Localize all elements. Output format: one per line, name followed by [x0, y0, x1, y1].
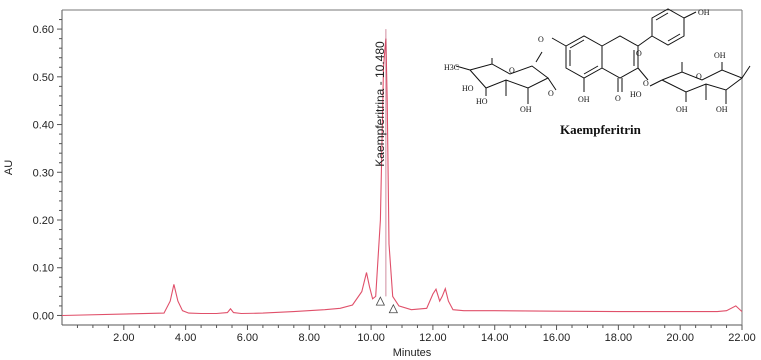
structure-label: OH: [714, 51, 726, 60]
y-tick-label: 0.50: [33, 72, 54, 84]
x-tick-label: 20.00: [666, 332, 694, 344]
integration-marker: [388, 303, 398, 314]
y-tick-label: 0.30: [33, 167, 54, 179]
x-tick-label: 4.00: [175, 332, 196, 344]
structure-label: H3C: [444, 63, 459, 72]
structure-label: O: [636, 49, 642, 58]
peak-label: Kaempferitrina - 10.480: [373, 41, 387, 167]
structure-labels: OH O O O O O O H3C HO HO OH OH O HO OH O…: [444, 8, 728, 137]
y-tick-label: 0.00: [33, 310, 54, 322]
x-ticks: 2.00 4.00 6.00 8.00 10.00 12.00 14.00 16.00 18.0…: [76, 325, 756, 344]
x-tick-label: 14.00: [481, 332, 509, 344]
y-tick-label: 0.60: [33, 24, 54, 36]
structure-label: OH: [676, 105, 688, 114]
structure-label: O: [538, 35, 544, 44]
structure-label: HO: [462, 84, 474, 93]
structure-label: OH: [578, 95, 590, 104]
y-tick-label: 0.10: [33, 263, 54, 275]
series-layer: [61, 38, 743, 317]
x-tick-label: 2.00: [113, 332, 134, 344]
structure-label: OH: [698, 8, 710, 17]
structure-label: O: [548, 89, 554, 98]
x-tick-label: 18.00: [605, 332, 633, 344]
series-line: [61, 38, 743, 317]
integration-marks: [375, 29, 398, 314]
y-axis-title: AU: [3, 160, 15, 175]
structure-label: O: [643, 79, 649, 88]
kaempferitrin-structure: [455, 8, 751, 104]
structure-label: OH: [520, 105, 532, 114]
x-tick-label: 22.00: [728, 332, 756, 344]
structure-label: HO: [630, 90, 642, 99]
x-tick-label: 6.00: [237, 332, 258, 344]
y-ticks: 0.00 0.10 0.20 0.30 0.40 0.50 0.60: [33, 19, 62, 322]
y-tick-label: 0.20: [33, 215, 54, 227]
x-axis-title: Minutes: [393, 347, 432, 359]
structure-title: Kaempferitrin: [560, 122, 642, 137]
structure-label: O: [696, 72, 702, 81]
structure-label: OH: [716, 105, 728, 114]
x-tick-label: 16.00: [543, 332, 571, 344]
x-tick-label: 8.00: [299, 332, 320, 344]
structure-label: O: [615, 94, 621, 103]
integration-marker: [375, 296, 386, 306]
structure-label: O: [509, 66, 515, 75]
x-tick-label: 12.00: [419, 332, 447, 344]
y-tick-label: 0.40: [33, 120, 54, 132]
structure-label: HO: [476, 97, 488, 106]
x-tick-label: 10.00: [357, 332, 385, 344]
